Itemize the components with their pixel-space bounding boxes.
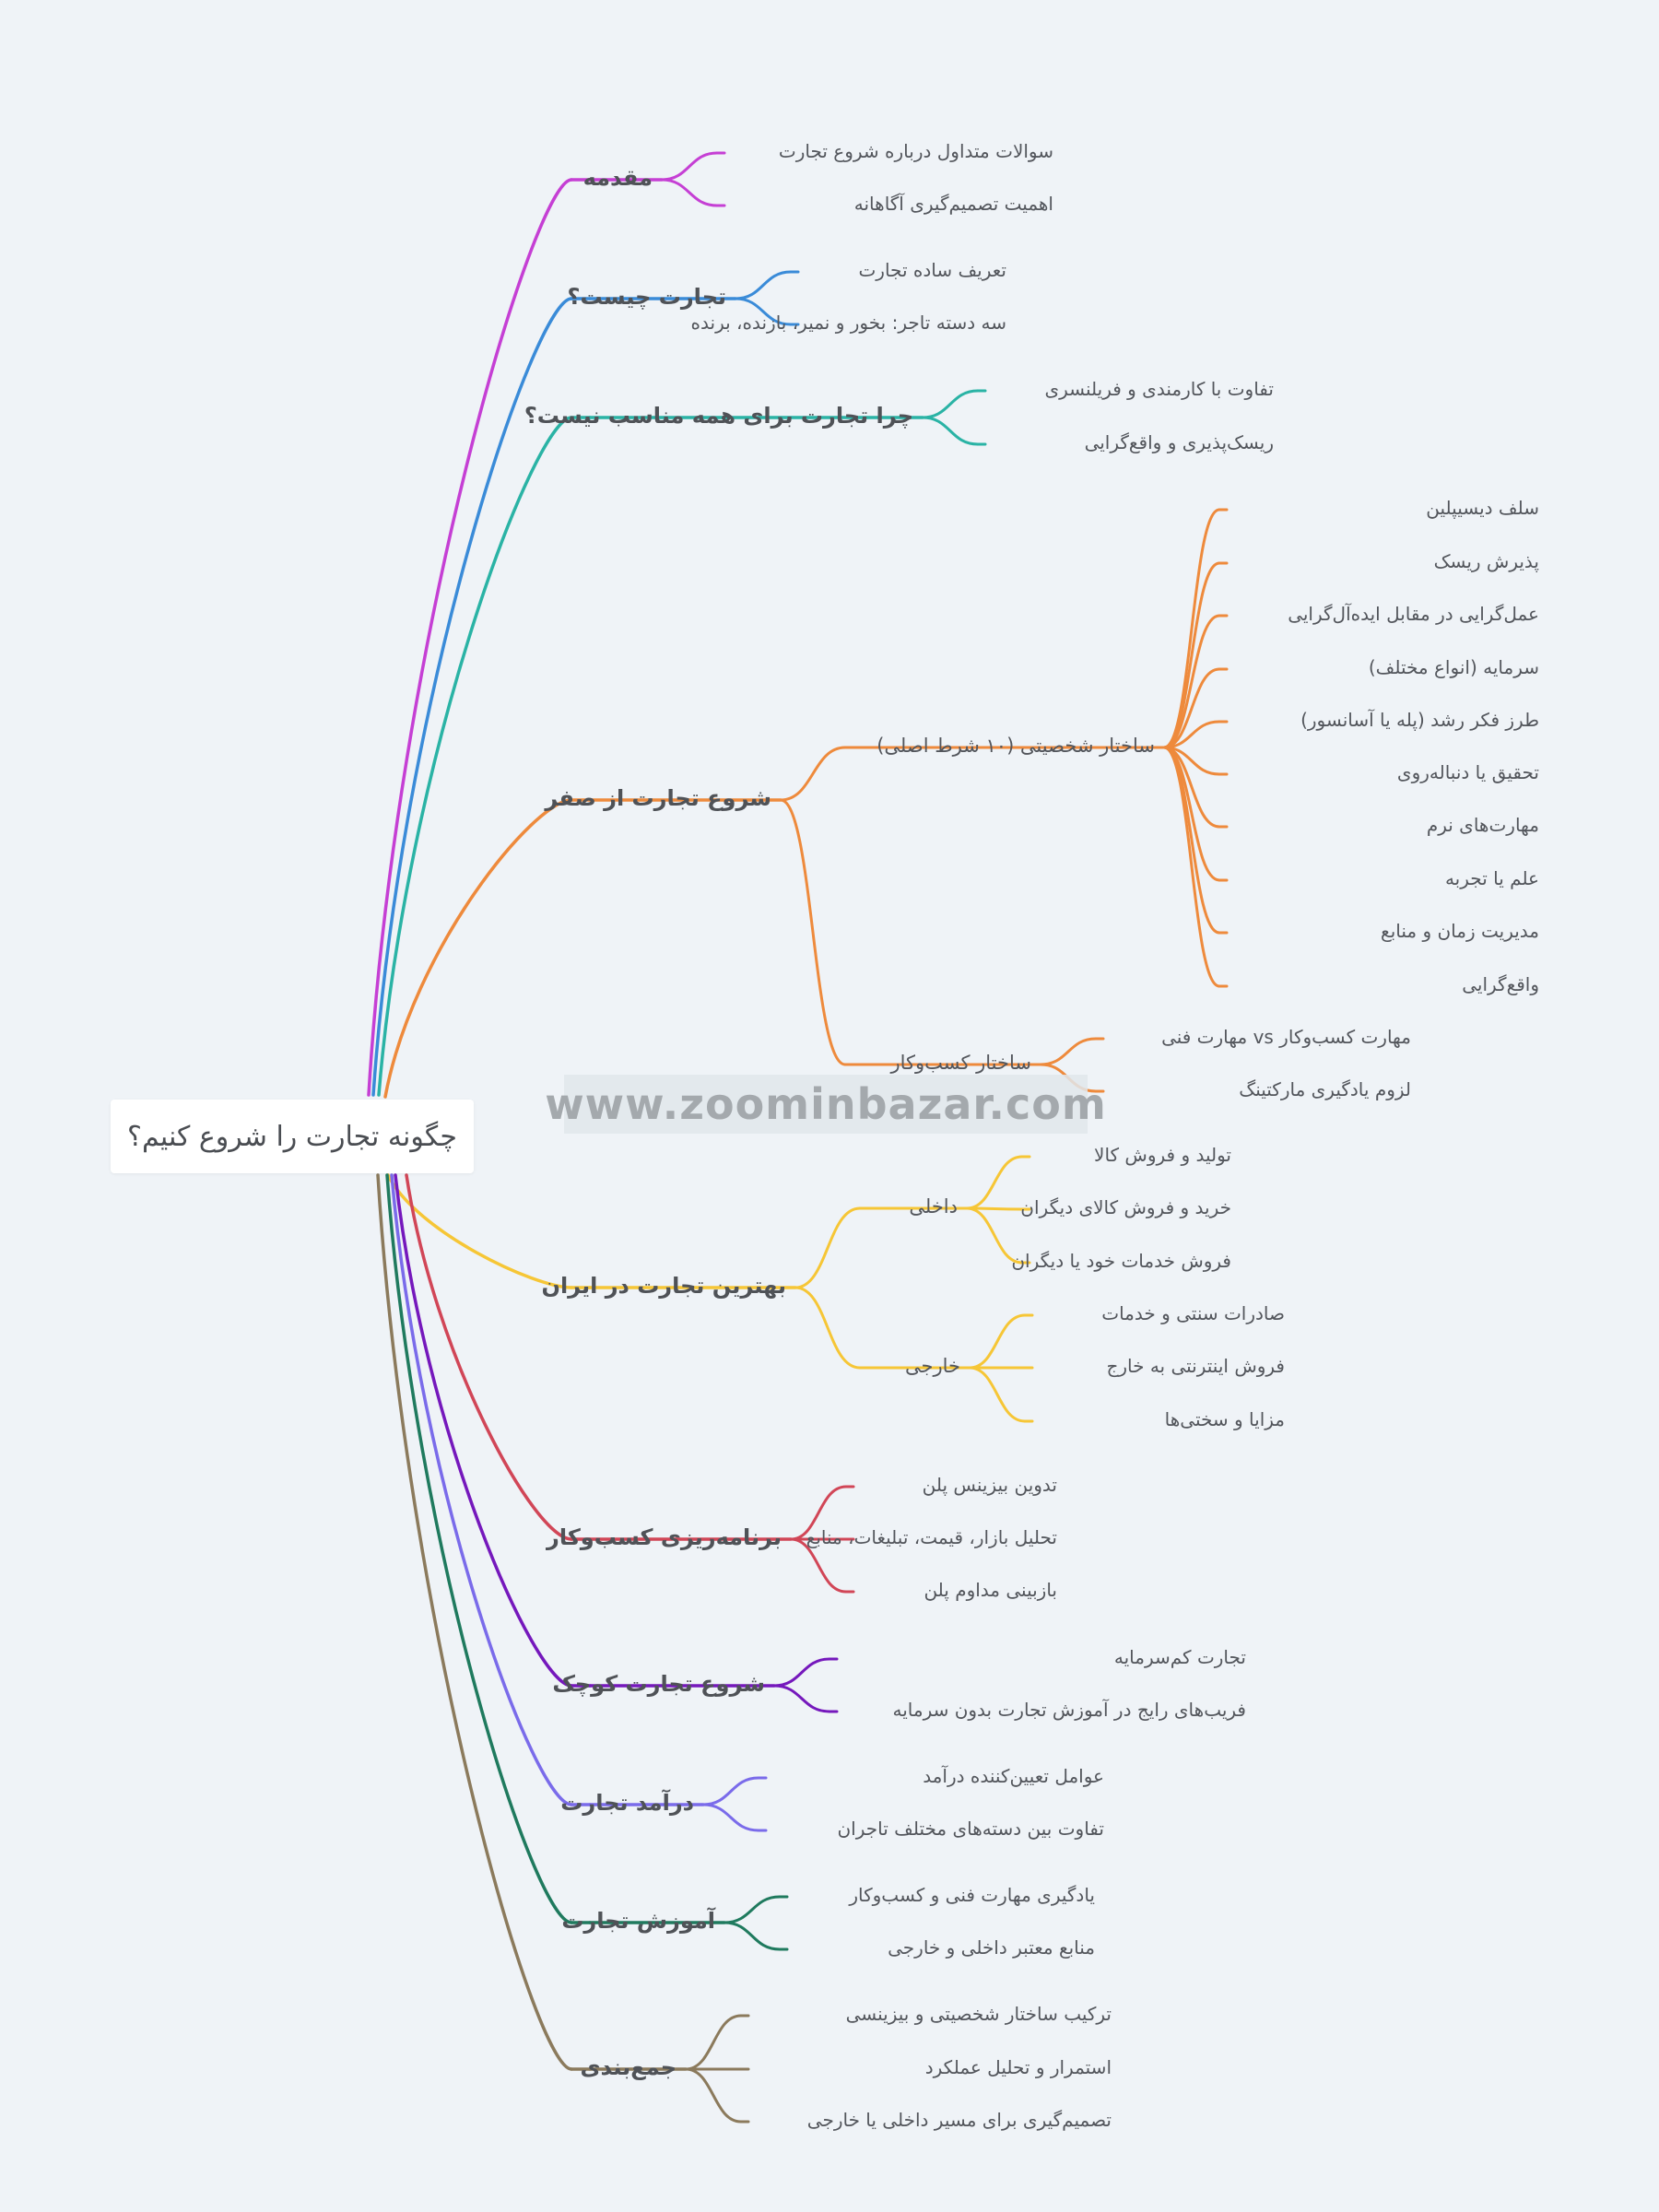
branch-label[interactable]: جمع‌بندی — [580, 2054, 677, 2080]
branch-connector — [376, 1173, 573, 2071]
branch-label[interactable]: درآمد تجارت — [560, 1790, 694, 1816]
leaf-label[interactable]: بازبینی مداوم پلن — [924, 1579, 1057, 1601]
child-connector — [723, 1895, 782, 1924]
branch-connector — [371, 297, 573, 1097]
leaf-label[interactable]: تحلیل بازار، قیمت، تبلیغات، منابع — [806, 1526, 1057, 1548]
leaf-label[interactable]: منابع معتبر داخلی و خارجی — [888, 1936, 1095, 1959]
branch-connector — [383, 798, 573, 1099]
leaf-label[interactable]: تصمیم‌گیری برای مسیر داخلی یا خارجی — [806, 2109, 1112, 2131]
sub-label[interactable]: خارجی — [904, 1355, 960, 1377]
child-connector — [789, 1485, 848, 1541]
watermark: www.zoominbazar.com — [545, 1075, 1106, 1134]
child-connector — [734, 297, 793, 326]
leaf-label[interactable]: تولید و فروش کالا — [1094, 1144, 1231, 1166]
branch-label[interactable]: چرا تجارت برای همه مناسب نیست؟ — [524, 403, 913, 429]
leaf-connector — [1162, 561, 1221, 749]
leaf-label[interactable]: استمرار و تحلیل عملکرد — [924, 2056, 1112, 2078]
branch-label[interactable]: شروع تجارت کوچک — [552, 1671, 765, 1697]
sub-label[interactable]: داخلی — [909, 1195, 958, 1218]
leaf-label[interactable]: تجارت کم‌سرمایه — [1113, 1646, 1246, 1668]
leaf-connector — [1162, 614, 1221, 749]
leaf-label[interactable]: تدوین بیزینس پلن — [922, 1474, 1057, 1496]
leaf-label[interactable]: عمل‌گرایی در مقابل ایده‌آل‌گرایی — [1288, 603, 1539, 625]
leaf-connector — [1162, 667, 1221, 749]
leaf-connector — [1162, 746, 1221, 988]
leaf-label[interactable]: ترکیب ساختار شخصیتی و بیزینسی — [845, 2003, 1112, 2025]
child-connector — [723, 1921, 782, 1951]
leaf-label[interactable]: خرید و فروش کالای دیگران — [1020, 1196, 1231, 1218]
child-connector — [734, 270, 793, 300]
sub-label[interactable]: ساختار شخصیتی (۱۰ شرط اصلی) — [877, 735, 1155, 757]
leaf-connector — [1162, 746, 1221, 935]
leaf-label[interactable]: اهمیت تصمیم‌گیری آگاهانه — [853, 193, 1053, 215]
leaf-label[interactable]: عوامل تعیین‌کننده درآمد — [923, 1765, 1104, 1787]
child-connector — [789, 1537, 848, 1594]
leaf-label[interactable]: طرز فکر رشد (پله یا آسانسور) — [1300, 709, 1539, 731]
leaf-label[interactable]: فریب‌های رایج در آموزش تجارت بدون سرمایه — [892, 1699, 1246, 1721]
leaf-label[interactable]: مهارت‌های نرم — [1426, 814, 1539, 836]
watermark-text: www.zoominbazar.com — [545, 1079, 1107, 1129]
child-connector — [684, 2067, 743, 2124]
leaf-connector — [965, 1155, 1024, 1210]
child-connector — [684, 2014, 743, 2071]
branch-connector — [394, 1173, 573, 1688]
leaf-connector — [965, 1206, 1024, 1265]
branch-label[interactable]: مقدمه — [582, 165, 653, 191]
child-connector — [921, 389, 980, 419]
leaf-label[interactable]: تفاوت بین دسته‌های مختلف تاجران — [837, 1818, 1104, 1840]
child-connector — [660, 151, 719, 182]
leaf-label[interactable]: مهارت کسب‌وکار vs مهارت فنی — [1161, 1026, 1411, 1048]
sub-label[interactable]: ساختار کسب‌وکار — [890, 1052, 1031, 1074]
leaf-connector — [1039, 1037, 1098, 1066]
branch-label[interactable]: تجارت چیست؟ — [567, 284, 726, 310]
leaf-label[interactable]: سرمایه (انواع مختلف) — [1368, 656, 1539, 678]
sub-connector — [779, 746, 847, 802]
leaf-label[interactable]: تفاوت با کارمندی و فریلنسری — [1044, 378, 1274, 400]
leaf-label[interactable]: فروش اینترنتی به خارج — [1106, 1355, 1285, 1377]
child-connector — [772, 1684, 831, 1713]
branch-connector — [385, 1173, 573, 1924]
leaf-label[interactable]: علم یا تجربه — [1444, 867, 1539, 889]
leaf-label[interactable]: تعریف ساده تجارت — [858, 259, 1006, 281]
leaf-connector — [968, 1366, 1027, 1423]
root-node-label: چگونه تجارت را شروع کنیم؟ — [127, 1120, 457, 1153]
child-connector — [701, 1776, 760, 1806]
child-connector — [701, 1803, 760, 1832]
branch-connector — [386, 1173, 573, 1289]
leaf-connector — [968, 1313, 1027, 1370]
branch-label[interactable]: آموزش تجارت — [561, 1908, 715, 1934]
leaf-label[interactable]: صادرات سنتی و خدمات — [1101, 1302, 1285, 1324]
leaf-label[interactable]: مزایا و سختی‌ها — [1164, 1408, 1285, 1430]
branch-connector — [405, 1173, 573, 1541]
leaf-label[interactable]: واقع‌گرایی — [1462, 973, 1539, 995]
branch-connector — [367, 178, 573, 1097]
branch-label[interactable]: برنامه‌ریزی کسب‌وکار — [547, 1524, 782, 1550]
child-connector — [660, 178, 719, 207]
leaf-label[interactable]: فروش خدمات خود یا دیگران — [1011, 1250, 1231, 1272]
leaf-label[interactable]: لزوم یادگیری مارکتینگ — [1239, 1078, 1411, 1100]
leaf-label[interactable]: پذیرش ریسک — [1433, 550, 1539, 572]
sub-connector — [794, 1206, 862, 1289]
child-connector — [921, 416, 980, 446]
root-node[interactable]: چگونه تجارت را شروع کنیم؟ — [111, 1100, 474, 1173]
leaf-connector — [1162, 720, 1221, 749]
leaf-label[interactable]: مدیریت زمان و منابع — [1381, 920, 1539, 942]
branch-label[interactable]: شروع تجارت از صفر — [545, 785, 771, 811]
leaf-label[interactable]: تحقیق یا دنباله‌روی — [1396, 761, 1539, 783]
leaf-label[interactable]: سوالات متداول درباره شروع تجارت — [778, 140, 1053, 162]
leaf-label[interactable]: ریسک‌پذیری و واقع‌گرایی — [1084, 431, 1274, 453]
sub-connector — [794, 1286, 862, 1370]
leaf-label[interactable]: یادگیری مهارت فنی و کسب‌وکار — [849, 1884, 1095, 1906]
branch-connector — [377, 416, 573, 1097]
leaf-label[interactable]: سلف دیسیپلین — [1426, 497, 1539, 519]
branch-label[interactable]: بهترین تجارت در ایران — [541, 1273, 786, 1299]
sub-connector — [779, 798, 847, 1066]
child-connector — [772, 1657, 831, 1688]
branch-connector — [390, 1173, 573, 1806]
leaf-label[interactable]: سه دسته تاجر: بخور و نمیر، بازنده، برنده — [690, 312, 1006, 334]
